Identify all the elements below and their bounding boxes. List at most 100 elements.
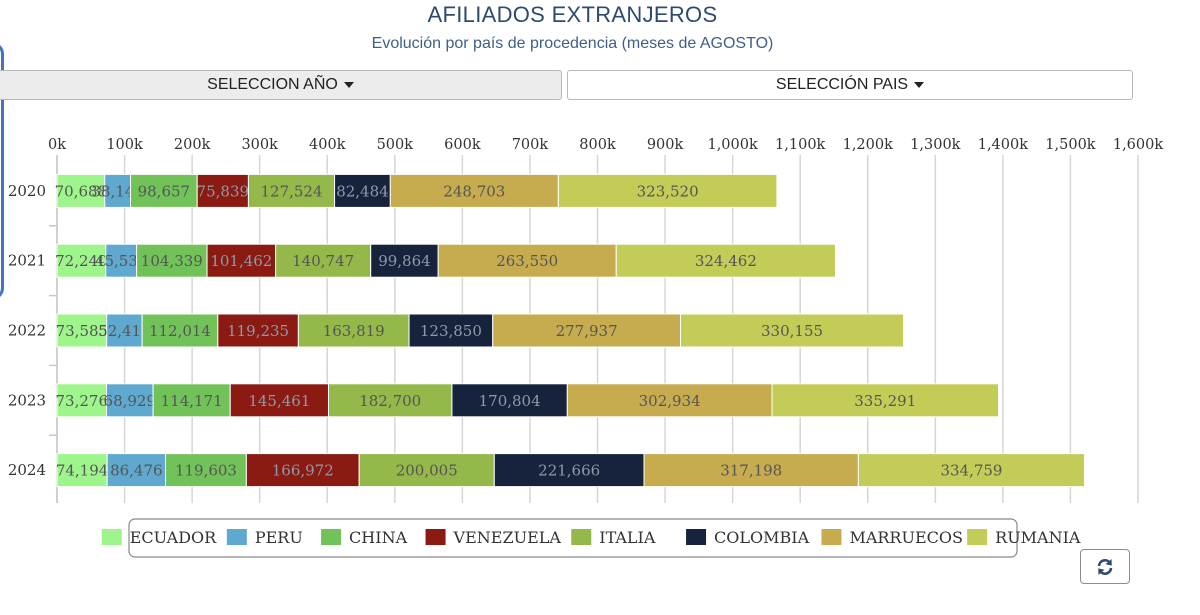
data-label: 119,603 [175, 462, 237, 480]
bar-segment [370, 243, 439, 278]
legend-label[interactable]: ITALIA [599, 528, 656, 547]
data-label: 70,688 [55, 182, 108, 200]
stacked-bar-chart: 0k 100k 200k 300k 400k 500k 600k 700k 800k 900k 1,… [8, 137, 1164, 558]
data-label: 82,484 [336, 182, 389, 200]
bar-segment [643, 453, 859, 488]
legend-swatch[interactable] [226, 529, 247, 545]
legend-swatch[interactable] [686, 529, 707, 545]
caret-down-icon [914, 82, 925, 88]
bar-segment [136, 243, 208, 278]
x-tick-label: 1,300k [910, 137, 961, 153]
bar-segment [327, 383, 453, 418]
bar-segment [106, 383, 154, 418]
x-tick-label: 500k [377, 137, 414, 153]
legend-label[interactable]: RUMANIA [995, 528, 1081, 547]
x-tick-label: 1,000k [707, 137, 758, 153]
year-select-label: SELECCION AÑO [207, 76, 338, 93]
bar-segment [771, 383, 1000, 418]
x-tick-label: 700k [512, 137, 549, 153]
data-label: 98,657 [138, 182, 191, 200]
x-tick-label: 300k [241, 137, 278, 153]
bar-segment [206, 243, 277, 278]
data-label: 317,198 [720, 462, 782, 480]
bar-segment [557, 173, 778, 208]
x-tick-label: 800k [579, 137, 616, 153]
legend-label[interactable]: ECUADOR [130, 528, 217, 547]
x-tick-label: 1,100k [775, 137, 826, 153]
year-select-button[interactable]: SELECCION AÑO [0, 70, 562, 100]
bar-segment [165, 453, 247, 488]
legend-label[interactable]: PERU [255, 528, 303, 547]
data-label: 45,530 [95, 252, 148, 270]
bar-segment [297, 313, 410, 348]
data-label: 112,014 [149, 322, 211, 340]
legend-swatch[interactable] [101, 529, 122, 545]
data-label: 163,819 [323, 322, 385, 340]
data-label: 324,462 [695, 252, 757, 270]
x-tick-label: 1,600k [1113, 137, 1164, 153]
data-label: 68,929 [104, 392, 157, 410]
bar-segment [358, 453, 495, 488]
bar-segment [105, 243, 138, 278]
caret-down-icon [343, 82, 354, 88]
data-label: 182,700 [359, 392, 421, 410]
legend-swatch[interactable] [967, 529, 988, 545]
legend-label[interactable]: VENEZUELA [453, 528, 562, 547]
bar-segment [615, 243, 836, 278]
country-select-label: SELECCIÓN PAIS [775, 76, 909, 93]
bar-segment [389, 173, 559, 208]
bar-segment [217, 313, 299, 348]
legend-label[interactable]: COLOMBIA [714, 528, 810, 547]
data-label: 170,804 [479, 392, 541, 410]
x-tick-label: 1,500k [1045, 137, 1096, 153]
data-label: 73,276 [56, 392, 109, 410]
bar-segment [247, 173, 336, 208]
data-label: 330,155 [761, 322, 823, 340]
chart-subtitle: Evolución por país de procedencia (meses… [371, 35, 774, 52]
refresh-button[interactable] [1080, 549, 1130, 584]
bar-segment [566, 383, 773, 418]
data-label: 145,461 [248, 392, 310, 410]
data-label: 323,520 [637, 182, 699, 200]
legend-swatch[interactable] [321, 529, 342, 545]
x-tick-label: 1,400k [978, 137, 1029, 153]
legend-swatch[interactable] [571, 529, 592, 545]
x-tick-label: 1,200k [843, 137, 894, 153]
data-label: 101,462 [210, 252, 272, 270]
legend-label[interactable]: MARRUECOS [849, 528, 963, 547]
chart-title: AFILIADOS EXTRANJEROS [427, 2, 718, 27]
legend-label[interactable]: CHINA [349, 528, 408, 547]
bar-segment [56, 383, 108, 418]
data-label: 166,972 [272, 462, 334, 480]
bar-segment [492, 313, 682, 348]
country-select-button[interactable]: SELECCIÓN PAIS [567, 70, 1133, 100]
bar-segment [104, 173, 132, 208]
data-label: 263,550 [496, 252, 558, 270]
bar-segment [275, 243, 372, 278]
x-tick-label: 0k [48, 137, 66, 153]
data-label: 334,759 [940, 462, 1002, 480]
bar-segment [56, 173, 106, 208]
bar-segment [152, 383, 231, 418]
data-label: 119,235 [227, 322, 289, 340]
y-tick-label: 2023 [8, 391, 46, 409]
data-label: 302,934 [639, 392, 701, 410]
data-label: 86,476 [110, 462, 163, 480]
data-label: 75,839 [197, 182, 250, 200]
legend-swatch[interactable] [821, 529, 842, 545]
data-label: 73,585 [56, 322, 109, 340]
bar-segment [437, 243, 617, 278]
data-label: 99,864 [378, 252, 431, 270]
y-tick-label: 2021 [8, 252, 46, 270]
data-label: 221,666 [538, 462, 600, 480]
x-tick-label: 900k [647, 137, 684, 153]
data-label: 127,524 [260, 182, 322, 200]
bar-segment [408, 313, 494, 348]
data-label: 123,850 [420, 322, 482, 340]
data-label: 72,240 [55, 252, 108, 270]
y-tick-label: 2024 [8, 461, 46, 479]
data-label: 335,291 [854, 392, 916, 410]
data-label: 277,937 [556, 322, 618, 340]
data-label: 74,194 [56, 462, 109, 480]
legend-swatch[interactable] [425, 529, 446, 545]
